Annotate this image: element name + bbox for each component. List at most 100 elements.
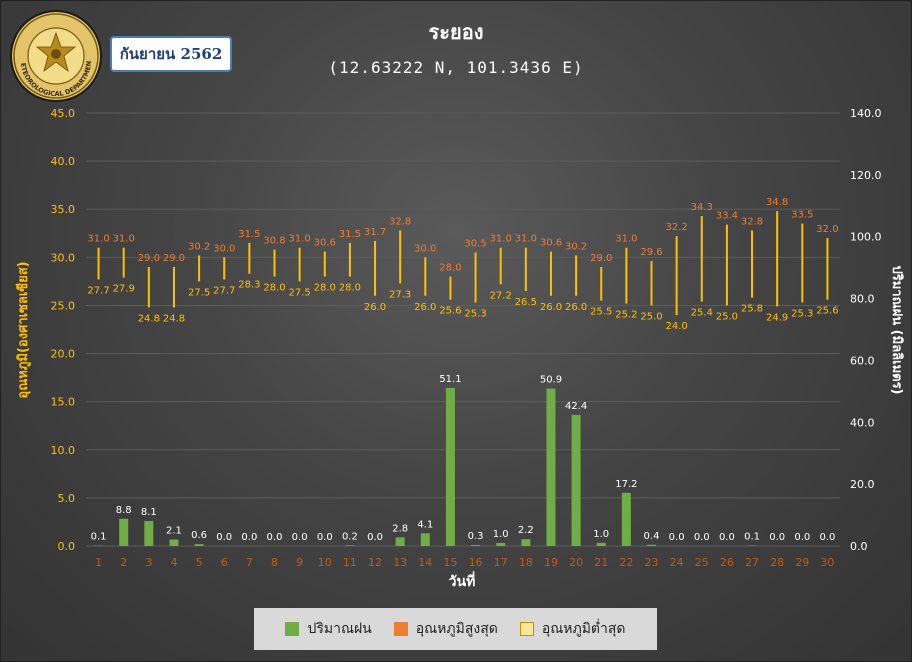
rain-value-label: 0.0: [267, 532, 283, 543]
day-label: 13: [393, 556, 407, 569]
min-temp-label: 28.3: [238, 280, 260, 291]
rain-bar: [496, 542, 506, 546]
max-temp-labels: 31.0 31.029.0 29.030.2 30.031.530.8 31.0 30.6…: [87, 197, 838, 273]
max-temp-label: 30.8: [263, 236, 285, 247]
y-axis-title: อุณหภูมิ(องศาเซลเซียส): [15, 261, 31, 398]
max-temp-label: 30.5: [464, 239, 486, 250]
legend-item-tmin: อุณหภูมิต่ำสุด: [519, 618, 626, 640]
rain-swatch: [285, 622, 300, 636]
max-temp-label: 30.0: [414, 243, 436, 254]
min-temp-label: 25.3: [791, 309, 813, 320]
rain-value-label: 0.0: [292, 532, 308, 543]
rain-bar: [445, 387, 455, 546]
rain-value-label: 4.1: [417, 519, 433, 530]
max-temp-label: 31.7: [364, 227, 386, 238]
max-temp-label: 30.0: [213, 243, 235, 254]
month-label: กันยายน 2562: [110, 36, 232, 72]
rain-value-label: 2.1: [166, 526, 182, 537]
max-temp-label: 30.2: [188, 241, 210, 252]
right-tick-label: 140.0: [850, 107, 882, 120]
legend-label-tmin: อุณหภูมิต่ำสุด: [541, 621, 626, 637]
day-label: 6: [221, 556, 228, 569]
rain-value-label: 0.3: [468, 531, 484, 542]
rain-value-label: 0.0: [819, 532, 835, 543]
right-tick-label: 20.0: [850, 478, 875, 491]
rain-bar: [395, 537, 405, 546]
max-temp-label: 31.5: [238, 229, 260, 240]
day-label: 11: [343, 556, 357, 569]
day-label: 12: [368, 556, 382, 569]
min-temp-label: 24.0: [666, 321, 688, 332]
min-temp-label: 28.0: [263, 283, 285, 294]
max-temp-label: 29.0: [163, 253, 185, 264]
min-temp-label: 25.2: [615, 310, 637, 321]
min-temp-labels: 27.7 27.924.8 24.827.5 27.728.3 28.0 27.5 28.0…: [87, 280, 838, 332]
rain-value-label: 42.4: [565, 401, 587, 412]
min-temp-label: 26.0: [565, 302, 587, 313]
day-label: 4: [170, 556, 177, 569]
gridlines: [86, 112, 840, 547]
max-temp-label: 33.4: [716, 211, 738, 222]
day-label: 25: [695, 556, 709, 569]
left-tick-label: 15.0: [51, 396, 76, 409]
rain-bar: [169, 539, 179, 546]
min-temp-label: 28.0: [339, 283, 361, 294]
rain-value-label: 1.0: [593, 529, 609, 540]
day-label: 23: [645, 556, 659, 569]
min-temp-label: 25.8: [741, 304, 763, 315]
temperature-range-lines: [97, 211, 829, 316]
legend-item-tmax: อุณหภูมิสูงสุด: [393, 618, 498, 640]
max-temp-label: 32.8: [389, 216, 411, 227]
min-temp-label: 26.0: [364, 302, 386, 313]
rain-value-label: 0.1: [744, 532, 760, 543]
right-tick-label: 40.0: [850, 416, 875, 429]
legend-label-rain: ปริมาณฝน: [307, 621, 372, 637]
legend-item-rain: ปริมาณฝน: [285, 618, 372, 640]
max-temp-label: 31.0: [490, 234, 512, 245]
left-tick-label: 20.0: [51, 348, 76, 361]
max-temp-label: 31.0: [615, 234, 637, 245]
max-temp-label: 31.0: [515, 234, 537, 245]
day-label: 7: [246, 556, 253, 569]
rain-value-label: 0.0: [241, 532, 257, 543]
min-temp-label: 26.0: [540, 302, 562, 313]
left-tick-label: 35.0: [51, 203, 76, 216]
rain-bar: [647, 544, 656, 546]
day-label: 19: [544, 556, 558, 569]
tmin-swatch: [519, 622, 534, 636]
tmax-swatch: [393, 622, 408, 636]
min-temp-label: 27.5: [289, 287, 311, 298]
rain-value-label: 50.9: [540, 375, 562, 386]
left-axis-ticks: 0.0 5.0 10.0 15.0 20.0 25.0 30.0 35.0 40.0 45.0: [51, 107, 76, 553]
chart-subtitle: (12.63222 N, 101.3436 E): [328, 58, 584, 77]
x-axis-title: วันที่: [449, 571, 476, 590]
min-temp-label: 24.9: [766, 312, 788, 323]
rain-value-label: 0.2: [342, 531, 358, 542]
rain-value-label: 17.2: [615, 479, 637, 490]
min-temp-label: 26.5: [515, 297, 537, 308]
day-label: 5: [196, 556, 203, 569]
left-tick-label: 10.0: [51, 444, 76, 457]
min-temp-label: 27.7: [87, 285, 109, 296]
day-label: 1: [95, 556, 102, 569]
min-temp-label: 27.5: [188, 287, 210, 298]
min-temp-label: 28.0: [314, 283, 336, 294]
right-tick-label: 80.0: [850, 293, 875, 306]
day-label: 30: [820, 556, 834, 569]
max-temp-label: 33.5: [791, 210, 813, 221]
day-label: 8: [271, 556, 278, 569]
max-temp-label: 31.0: [289, 234, 311, 245]
max-temp-label: 34.3: [691, 202, 713, 213]
day-label: 17: [494, 556, 508, 569]
rain-value-label: 0.0: [769, 532, 785, 543]
min-temp-label: 26.0: [414, 302, 436, 313]
day-label: 16: [469, 556, 483, 569]
day-label: 2: [120, 556, 127, 569]
min-temp-label: 24.8: [138, 313, 160, 324]
max-temp-label: 31.0: [87, 234, 109, 245]
min-temp-label: 25.0: [716, 311, 738, 322]
left-tick-label: 45.0: [51, 107, 76, 120]
min-temp-label: 27.3: [389, 289, 411, 300]
min-temp-label: 27.9: [113, 284, 135, 295]
min-temp-label: 25.6: [816, 306, 838, 317]
